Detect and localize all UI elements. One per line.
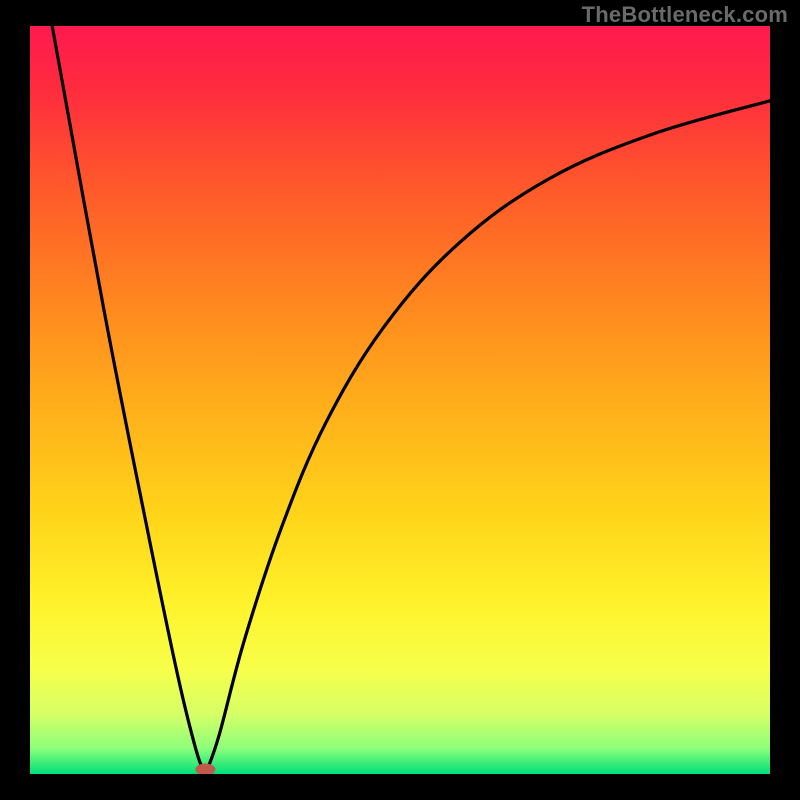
curve-right-branch [205, 101, 770, 774]
border-bottom [0, 774, 800, 800]
bottleneck-curve [30, 26, 770, 774]
border-right [770, 0, 800, 800]
curve-left-branch [52, 26, 205, 774]
border-left [0, 0, 30, 800]
watermark-text: TheBottleneck.com [582, 2, 788, 28]
chart-container: TheBottleneck.com [0, 0, 800, 800]
min-dot [195, 764, 215, 774]
plot-area [30, 26, 770, 774]
